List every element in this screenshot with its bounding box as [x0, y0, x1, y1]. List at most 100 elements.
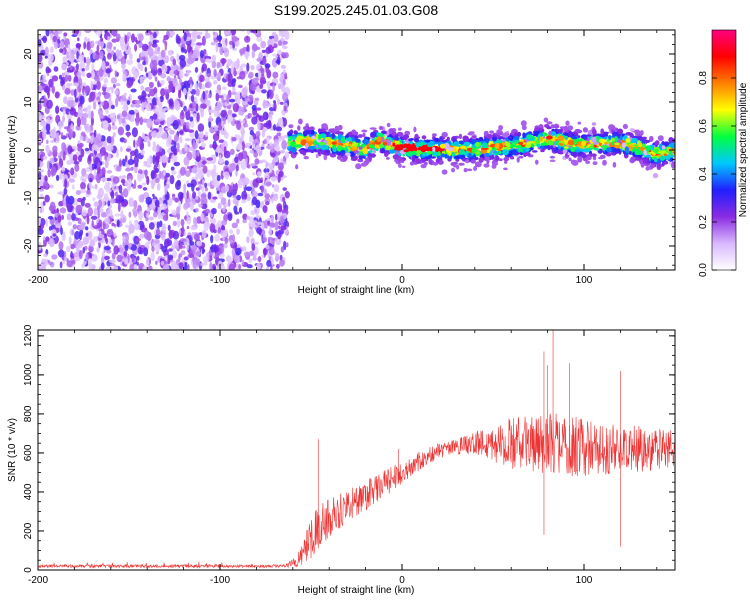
heatmap-noise-cell [183, 202, 189, 210]
heatmap-signal-cell [323, 154, 328, 161]
heatmap-noise-cell [269, 222, 276, 228]
heatmap-noise-cell [235, 200, 239, 207]
heatmap-noise-cell [222, 171, 230, 177]
heatmap-noise-cell [111, 87, 114, 94]
heatmap-noise-cell [67, 96, 74, 102]
heatmap-noise-cell [245, 51, 249, 60]
heatmap-noise-cell [216, 61, 221, 69]
heatmap-signal-cell [358, 154, 364, 160]
heatmap-signal-cell [567, 139, 575, 146]
heatmap-noise-cell [44, 194, 50, 203]
heatmap-noise-cell [246, 196, 251, 202]
heatmap-noise-cell [270, 214, 275, 223]
heatmap-signal-cell [570, 146, 576, 153]
heatmap-noise-cell [125, 124, 131, 132]
heatmap-signal-cell [366, 158, 370, 164]
heatmap-noise-cell [161, 154, 168, 164]
heatmap-noise-cell [268, 246, 275, 256]
heatmap-noise-cell [274, 221, 279, 231]
heatmap-signal-cell [522, 132, 526, 139]
heatmap-noise-cell [245, 186, 253, 192]
y-tick-label: 0 [23, 147, 34, 153]
heatmap-noise-cell [250, 163, 257, 167]
heatmap-noise-cell [235, 164, 239, 172]
heatmap-noise-cell [246, 44, 250, 54]
y-tick-label: 400 [23, 483, 34, 500]
heatmap-noise-cell [164, 185, 168, 195]
heatmap-noise-cell [123, 98, 129, 103]
heatmap-noise-cell [136, 223, 140, 231]
heatmap-noise-cell [84, 85, 91, 94]
heatmap-noise-cell [84, 30, 92, 34]
heatmap-noise-cell [257, 64, 261, 70]
heatmap-signal-cell [297, 125, 301, 131]
heatmap-signal-cell [386, 122, 391, 128]
heatmap-noise-cell [87, 207, 94, 217]
heatmap-noise-cell [49, 46, 54, 53]
heatmap-noise-cell [111, 252, 116, 260]
heatmap-signal-cell [327, 138, 332, 146]
heatmap-noise-cell [38, 85, 43, 95]
heatmap-noise-cell [46, 139, 49, 144]
heatmap-noise-cell [97, 91, 102, 96]
heatmap-noise-cell [202, 255, 209, 264]
heatmap-noise-cell [213, 69, 217, 77]
heatmap-noise-cell [75, 30, 80, 34]
heatmap-noise-cell [223, 93, 227, 99]
heatmap-noise-cell [267, 236, 273, 241]
heatmap-noise-cell [219, 264, 226, 270]
heatmap-noise-cell [173, 152, 177, 156]
heatmap-noise-cell [191, 231, 195, 239]
heatmap-noise-cell [187, 129, 195, 133]
heatmap-noise-cell [42, 129, 47, 140]
heatmap-signal-cell [398, 127, 402, 131]
heatmap-noise-cell [71, 184, 75, 190]
heatmap-noise-cell [279, 259, 285, 267]
heatmap-noise-cell [223, 47, 230, 58]
heatmap-noise-cell [141, 43, 149, 52]
heatmap-noise-cell [227, 256, 233, 264]
heatmap-signal-cell [369, 144, 375, 149]
heatmap-noise-cell [140, 85, 145, 91]
heatmap-noise-cell [215, 42, 219, 53]
heatmap-signal-cell [475, 142, 481, 147]
heatmap-noise-cell [94, 183, 98, 190]
heatmap-noise-cell [227, 114, 231, 124]
heatmap-signal-cell [614, 136, 619, 143]
heatmap-signal-cell [400, 160, 405, 163]
heatmap-noise-cell [110, 104, 115, 110]
heatmap-noise-cell [195, 207, 199, 213]
heatmap-noise-cell [191, 33, 197, 43]
heatmap-signal-cell [423, 161, 428, 166]
heatmap-noise-cell [216, 71, 222, 81]
heatmap-noise-cell [124, 155, 128, 163]
heatmap-signal-cell [377, 132, 384, 138]
heatmap-signal-cell [351, 145, 358, 150]
heatmap-noise-cell [115, 83, 121, 87]
heatmap-noise-cell [262, 233, 266, 238]
heatmap-signal-cell [517, 148, 524, 152]
heatmap-noise-cell [254, 158, 260, 165]
heatmap-noise-cell [120, 210, 124, 220]
heatmap-noise-cell [88, 230, 93, 241]
heatmap-noise-cell [122, 258, 129, 263]
heatmap-noise-cell [280, 64, 286, 69]
heatmap-noise-cell [256, 221, 263, 225]
heatmap-signal-cell [583, 149, 591, 153]
heatmap-noise-cell [72, 224, 78, 230]
y-tick-label: -20 [23, 238, 34, 253]
heatmap-noise-cell [213, 128, 219, 132]
heatmap-signal-cell [577, 156, 583, 163]
heatmap-noise-cell [74, 230, 81, 240]
heatmap-noise-cell [51, 85, 55, 94]
heatmap-signal-cell [536, 143, 541, 148]
heatmap-noise-cell [116, 114, 121, 120]
heatmap-noise-cell [241, 199, 247, 204]
heatmap-noise-cell [129, 53, 133, 60]
heatmap-noise-cell [135, 238, 141, 242]
heatmap-noise-cell [201, 35, 206, 46]
heatmap-noise-cell [263, 188, 267, 195]
heatmap-signal-cell [670, 154, 675, 158]
heatmap-noise-cell [90, 110, 94, 120]
